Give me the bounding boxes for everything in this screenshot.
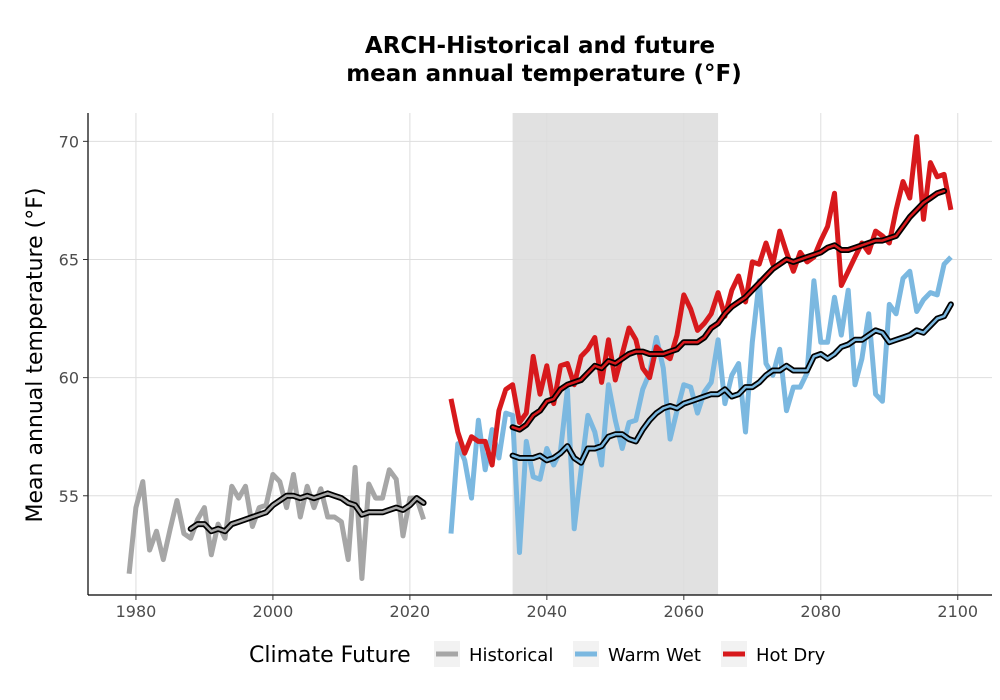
x-tick-label-1980: 1980 bbox=[116, 602, 157, 621]
x-tick-label-2080: 2080 bbox=[800, 602, 841, 621]
chart-title-line1: ARCH-Historical and future bbox=[365, 33, 715, 59]
axes: 1980 2000 2020 2040 2060 2080 2100 55 60 65 70 bbox=[59, 113, 992, 621]
smooth-line-hot-dry bbox=[511, 189, 946, 431]
x-tick-label-2000: 2000 bbox=[253, 602, 294, 621]
x-tick-label-2020: 2020 bbox=[390, 602, 431, 621]
y-tick-label-70: 70 bbox=[59, 132, 79, 151]
smooth-line-warm-wet bbox=[511, 303, 953, 464]
legend: Climate Future Historical Warm Wet Hot Dry bbox=[249, 641, 826, 668]
legend-label-warm-wet: Warm Wet bbox=[608, 645, 701, 666]
y-axis-title: Mean annual temperature (°F) bbox=[23, 188, 48, 523]
series-line-historical bbox=[126, 464, 426, 581]
chart-title-line2: mean annual temperature (°F) bbox=[346, 61, 742, 87]
x-tick-label-2060: 2060 bbox=[663, 602, 704, 621]
series-lines bbox=[126, 134, 954, 581]
series-line-hot-dry bbox=[448, 134, 954, 468]
y-tick-label-60: 60 bbox=[59, 369, 79, 388]
shaded-period bbox=[512, 113, 719, 595]
y-tick-label-55: 55 bbox=[59, 487, 79, 506]
smooth-line-historical bbox=[189, 492, 425, 533]
legend-label-hot-dry: Hot Dry bbox=[756, 645, 826, 666]
legend-label-historical: Historical bbox=[469, 645, 553, 666]
x-tick-label-2100: 2100 bbox=[937, 602, 978, 621]
legend-title: Climate Future bbox=[249, 643, 411, 668]
series-line-warm-wet bbox=[448, 255, 953, 555]
shaded-period-rect bbox=[512, 113, 719, 595]
y-tick-label-65: 65 bbox=[59, 250, 79, 269]
x-tick-label-2040: 2040 bbox=[526, 602, 567, 621]
